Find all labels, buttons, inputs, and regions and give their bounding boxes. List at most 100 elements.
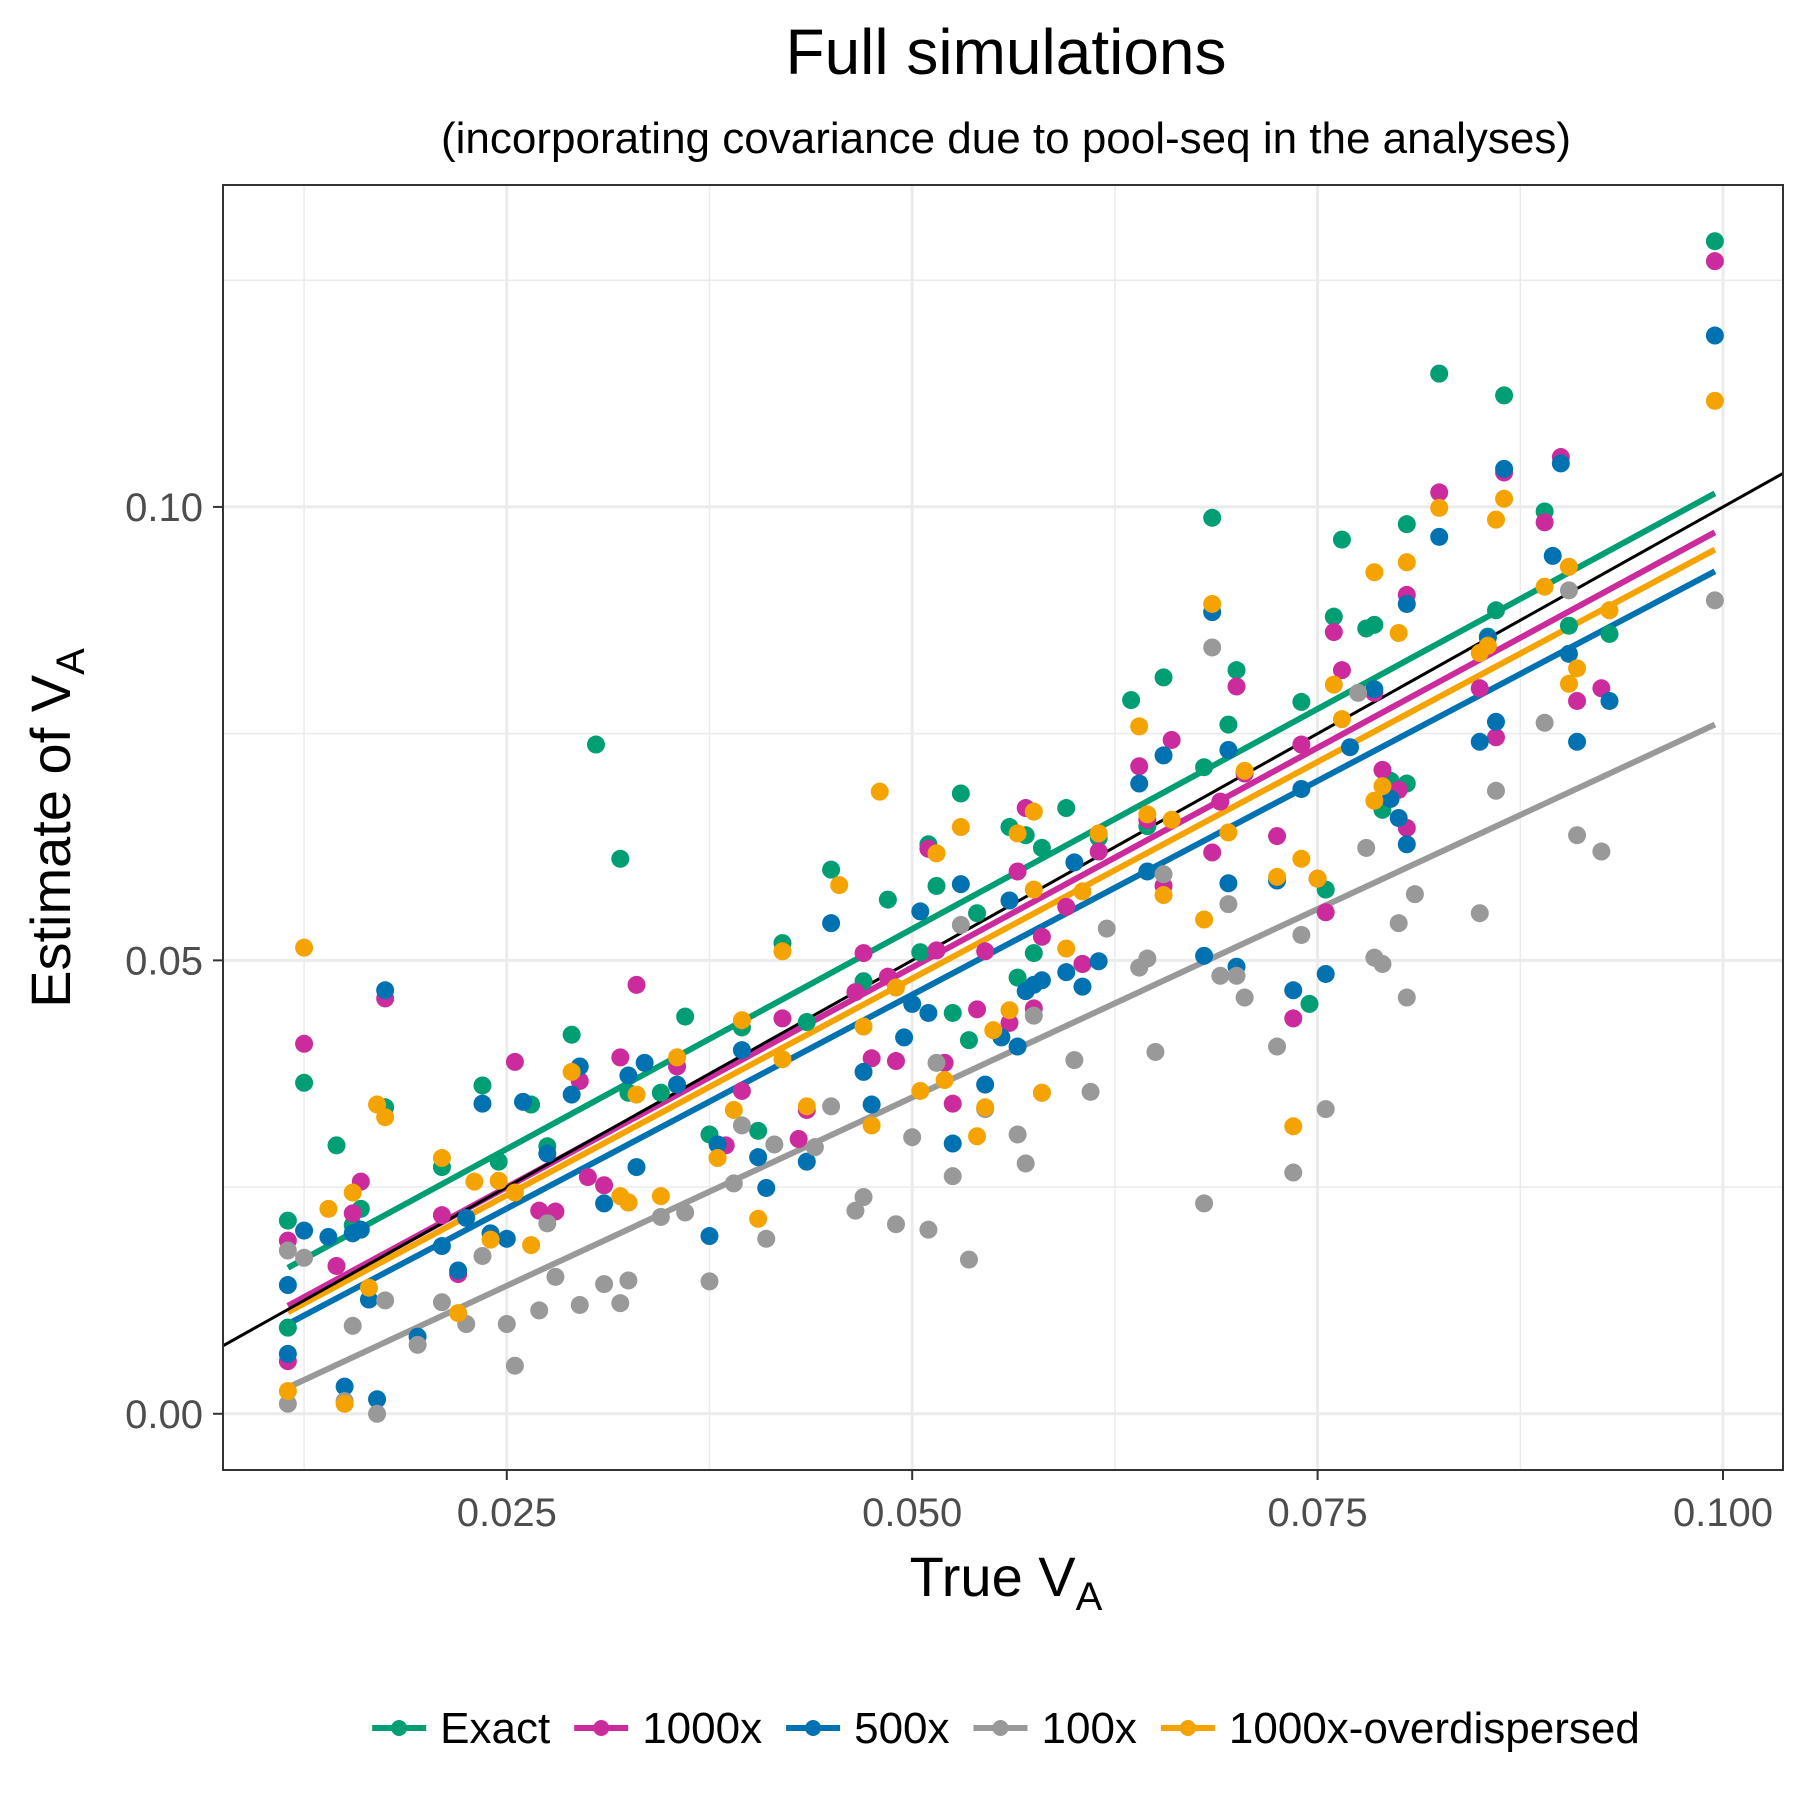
y-tick-label: 0.10 — [125, 486, 203, 530]
fit-line-1000x-overdispersed — [286, 546, 1717, 1315]
point-1000x — [1332, 661, 1351, 680]
point-500x — [635, 1053, 654, 1072]
point-1000x-overdispersed — [295, 938, 314, 957]
point-1000x-overdispersed — [1495, 489, 1514, 508]
point-100x — [854, 1188, 873, 1207]
point-100x — [1486, 781, 1505, 800]
point-1000x-overdispersed — [278, 1382, 297, 1401]
title-group: Full simulations (incorporating covarian… — [441, 16, 1571, 163]
point-100x — [919, 1220, 938, 1239]
point-Exact — [278, 1318, 297, 1337]
point-100x — [1195, 1194, 1214, 1213]
legend-label: 1000x — [642, 1704, 762, 1753]
point-Exact — [1324, 607, 1343, 626]
point-100x — [1154, 865, 1173, 884]
point-500x — [1470, 732, 1489, 751]
point-1000x-overdispersed — [830, 876, 849, 895]
plot-frame — [222, 184, 1784, 1471]
point-100x — [473, 1246, 492, 1265]
point-1000x-overdispersed — [1430, 498, 1449, 517]
point-1000x — [1130, 757, 1149, 776]
point-100x — [959, 1250, 978, 1269]
point-100x — [903, 1128, 922, 1147]
point-Exact — [1397, 515, 1416, 534]
legend-item-500x: 500x — [786, 1704, 950, 1753]
point-100x — [1146, 1042, 1165, 1061]
x-tick-label: 0.025 — [457, 1491, 557, 1535]
point-1000x-overdispersed — [968, 1127, 987, 1146]
point-500x — [562, 1085, 581, 1104]
point-Exact — [1495, 386, 1514, 405]
point-Exact — [1195, 758, 1214, 777]
point-500x — [1073, 977, 1092, 996]
point-500x — [538, 1144, 557, 1163]
point-500x — [951, 875, 970, 894]
point-1000x-overdispersed — [1397, 553, 1416, 572]
point-1000x — [1227, 677, 1246, 696]
point-100x — [700, 1272, 719, 1291]
point-1000x-overdispersed — [1284, 1117, 1303, 1136]
point-500x — [854, 1062, 873, 1081]
point-500x — [595, 1194, 614, 1213]
point-100x — [497, 1314, 516, 1333]
point-100x — [1268, 1037, 1287, 1056]
point-100x — [1389, 914, 1408, 933]
x-tick-label: 0.075 — [1268, 1491, 1368, 1535]
point-100x — [1705, 591, 1724, 610]
point-500x — [1430, 527, 1449, 546]
point-500x — [1495, 459, 1514, 478]
chart-title: Full simulations — [785, 16, 1226, 88]
scatter-points — [278, 232, 1724, 1423]
point-500x — [1705, 326, 1724, 345]
point-1000x-overdispersed — [1089, 824, 1108, 843]
point-100x — [368, 1404, 387, 1423]
point-100x — [724, 1174, 743, 1193]
y-axis-title: Estimate of VA — [19, 648, 93, 1008]
point-500x — [1389, 808, 1408, 827]
point-500x — [1543, 546, 1562, 565]
point-100x — [1065, 1051, 1084, 1070]
point-100x — [927, 1053, 946, 1072]
point-Exact — [749, 1121, 768, 1140]
point-100x — [886, 1215, 905, 1234]
point-100x — [1284, 1163, 1303, 1182]
point-Exact — [959, 1031, 978, 1050]
point-1000x — [1008, 862, 1027, 881]
point-Exact — [951, 784, 970, 803]
point-500x — [1195, 946, 1214, 965]
point-100x — [1292, 925, 1311, 944]
point-100x — [951, 915, 970, 934]
point-1000x-overdispersed — [773, 942, 792, 961]
point-500x — [335, 1377, 354, 1396]
chart-subtitle: (incorporating covariance due to pool-se… — [441, 114, 1571, 163]
point-500x — [1559, 644, 1578, 663]
point-1000x — [627, 975, 646, 994]
point-100x — [595, 1275, 614, 1294]
point-1000x — [1430, 483, 1449, 502]
point-100x — [1316, 1100, 1335, 1119]
point-100x — [408, 1335, 427, 1354]
point-Exact — [1057, 799, 1076, 818]
point-100x — [1357, 838, 1376, 857]
point-Exact — [327, 1136, 346, 1155]
point-500x — [376, 981, 395, 1000]
point-1000x-overdispersed — [773, 1050, 792, 1069]
point-Exact — [562, 1025, 581, 1044]
point-1000x-overdispersed — [1235, 761, 1254, 780]
point-1000x — [295, 1034, 314, 1053]
point-100x — [1592, 842, 1611, 861]
point-500x — [1397, 594, 1416, 613]
point-500x — [1568, 732, 1587, 751]
point-1000x — [968, 1000, 987, 1019]
point-1000x-overdispersed — [343, 1183, 362, 1202]
point-100x — [676, 1203, 695, 1222]
point-1000x-overdispersed — [1486, 510, 1505, 529]
y-tick-label: 0.05 — [125, 939, 203, 983]
point-500x — [1600, 691, 1619, 710]
point-500x — [911, 902, 930, 921]
legend-key-point — [1179, 1720, 1196, 1736]
point-1000x-overdispersed — [797, 1097, 816, 1116]
legend-label: Exact — [440, 1704, 550, 1753]
point-100x — [1568, 826, 1587, 845]
point-1000x-overdispersed — [1535, 577, 1554, 596]
